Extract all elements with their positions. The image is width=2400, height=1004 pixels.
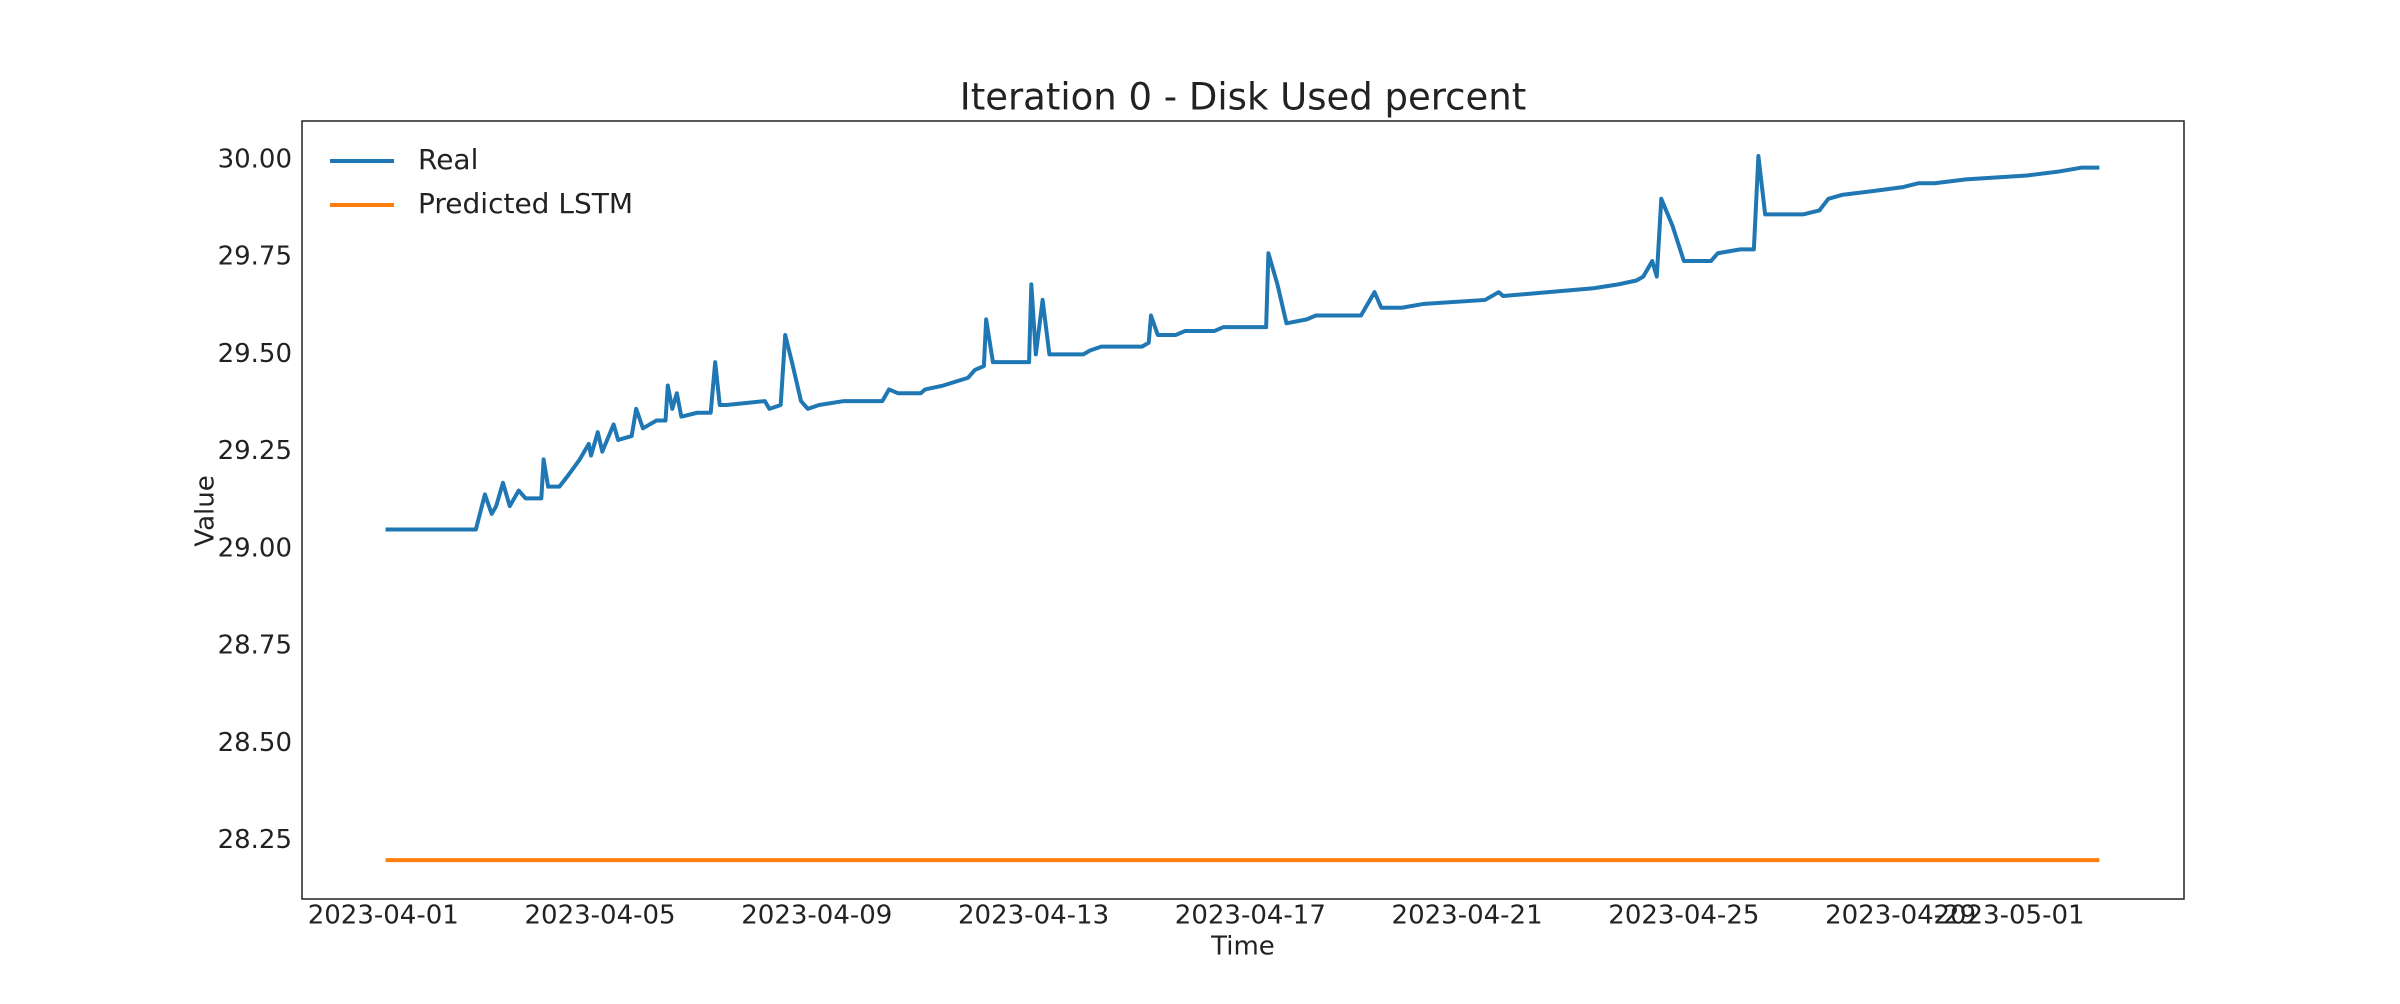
- x-tick-label: 2023-04-29: [1825, 901, 1976, 931]
- y-tick-label: 29.75: [218, 242, 292, 272]
- y-tick-label: 29.25: [218, 436, 292, 466]
- y-tick-label: 28.50: [218, 728, 292, 758]
- x-tick-label: 2023-04-09: [741, 901, 892, 931]
- chart-title: Iteration 0 - Disk Used percent: [960, 76, 1526, 119]
- y-tick-label: 29.50: [218, 339, 292, 369]
- y-axis-label: Value: [191, 475, 221, 546]
- legend-label: Predicted LSTM: [418, 187, 633, 220]
- y-tick-label: 28.25: [218, 825, 292, 855]
- x-tick-label: 2023-04-05: [524, 901, 675, 931]
- x-axis-label: Time: [1210, 932, 1275, 962]
- x-tick-label: 2023-04-01: [308, 901, 459, 931]
- x-tick-label: 2023-05-01: [1933, 901, 2084, 931]
- x-tick-label: 2023-04-25: [1608, 901, 1759, 931]
- y-tick-label: 29.00: [218, 533, 292, 563]
- y-tick-label: 28.75: [218, 631, 292, 661]
- legend-label: Real: [418, 143, 478, 176]
- x-tick-label: 2023-04-13: [958, 901, 1109, 931]
- x-tick-label: 2023-04-21: [1392, 901, 1543, 931]
- data-line: [385, 154, 2100, 532]
- y-tick-label: 30.00: [218, 144, 292, 174]
- plot-frame: [301, 120, 2185, 900]
- x-tick-label: 2023-04-17: [1175, 901, 1326, 931]
